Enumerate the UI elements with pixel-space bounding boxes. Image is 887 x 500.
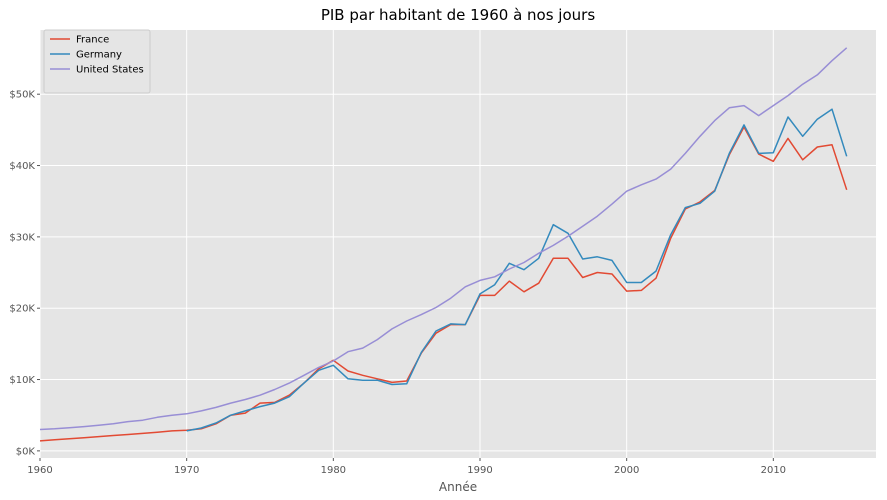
y-tick-label: $20K — [9, 304, 35, 315]
x-tick-label: 1960 — [27, 465, 52, 476]
plot-area — [40, 30, 876, 458]
legend-label-france: France — [76, 35, 109, 46]
x-tick-label: 2000 — [614, 465, 639, 476]
y-axis: $0K $10K $20K $30K $40K $50K — [9, 90, 40, 457]
series-group — [39, 47, 848, 442]
chart-title: PIB par habitant de 1960 à nos jours — [321, 6, 595, 24]
y-tick-label: $0K — [16, 446, 36, 457]
y-tick-label: $50K — [9, 90, 35, 101]
x-tick-label: 1990 — [467, 465, 492, 476]
legend-label-germany: Germany — [76, 50, 122, 61]
legend-label-united-states: United States — [76, 65, 144, 76]
x-tick-label: 1970 — [174, 465, 199, 476]
x-tick-label: 2010 — [761, 465, 786, 476]
grid — [39, 30, 876, 458]
y-tick-label: $40K — [9, 161, 35, 172]
y-tick-label: $30K — [9, 232, 35, 243]
x-tick-label: 1980 — [321, 465, 346, 476]
y-tick-label: $10K — [9, 375, 35, 386]
legend-box — [43, 29, 151, 94]
series-line-united-states — [39, 47, 848, 431]
x-axis: 1960 1970 1980 1990 2000 2010 — [27, 458, 786, 476]
x-axis-label: Année — [439, 480, 477, 494]
legend: France Germany United States — [43, 29, 151, 94]
